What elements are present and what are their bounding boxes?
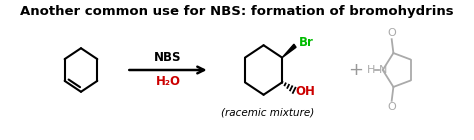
Text: OH: OH (295, 85, 315, 98)
Text: (racemic mixture): (racemic mixture) (221, 108, 314, 117)
Text: H₂O: H₂O (155, 75, 181, 88)
Polygon shape (282, 44, 296, 58)
Text: +: + (348, 61, 363, 79)
Text: Another common use for NBS: formation of bromohydrins: Another common use for NBS: formation of… (20, 5, 454, 18)
Text: N: N (379, 65, 387, 75)
Text: H: H (366, 65, 375, 75)
Text: O: O (387, 28, 396, 38)
Text: NBS: NBS (154, 51, 182, 64)
Text: Br: Br (299, 36, 314, 49)
Text: O: O (387, 102, 396, 112)
